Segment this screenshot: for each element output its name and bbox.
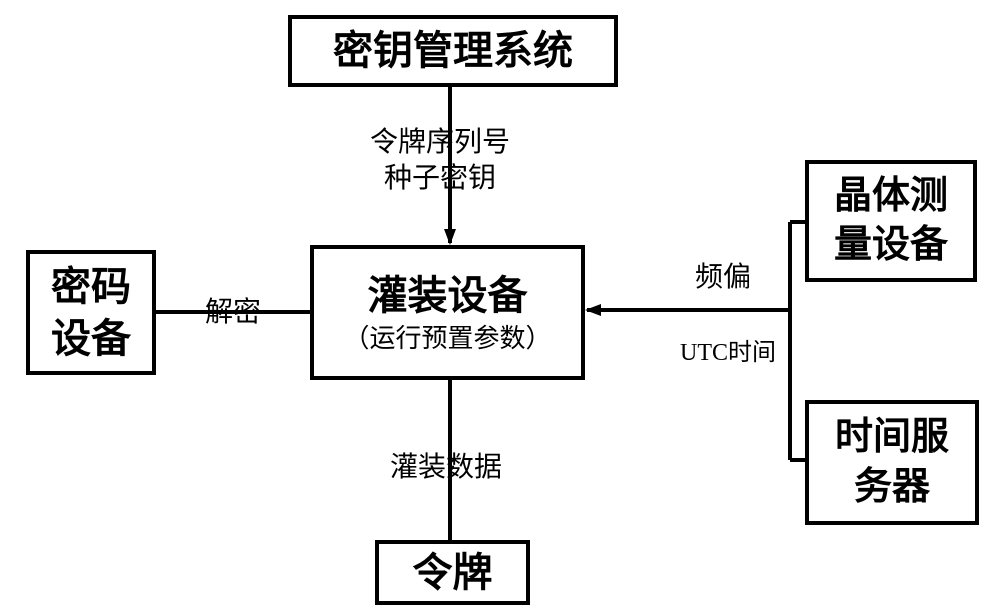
diagram-connectors [0,0,1000,616]
edge-label-kms-line1: 令牌序列号 [370,125,510,161]
edge-label-timeserver: UTC时间 [680,338,776,369]
edge-label-crypto: 解密 [205,295,261,331]
edge-label-kms-filling: 令牌序列号 种子密钥 [370,125,510,198]
edge-label-kms-line2: 种子密钥 [370,161,510,197]
edge-label-token: 灌装数据 [390,450,502,486]
edge-label-crystal: 频偏 [695,260,751,296]
